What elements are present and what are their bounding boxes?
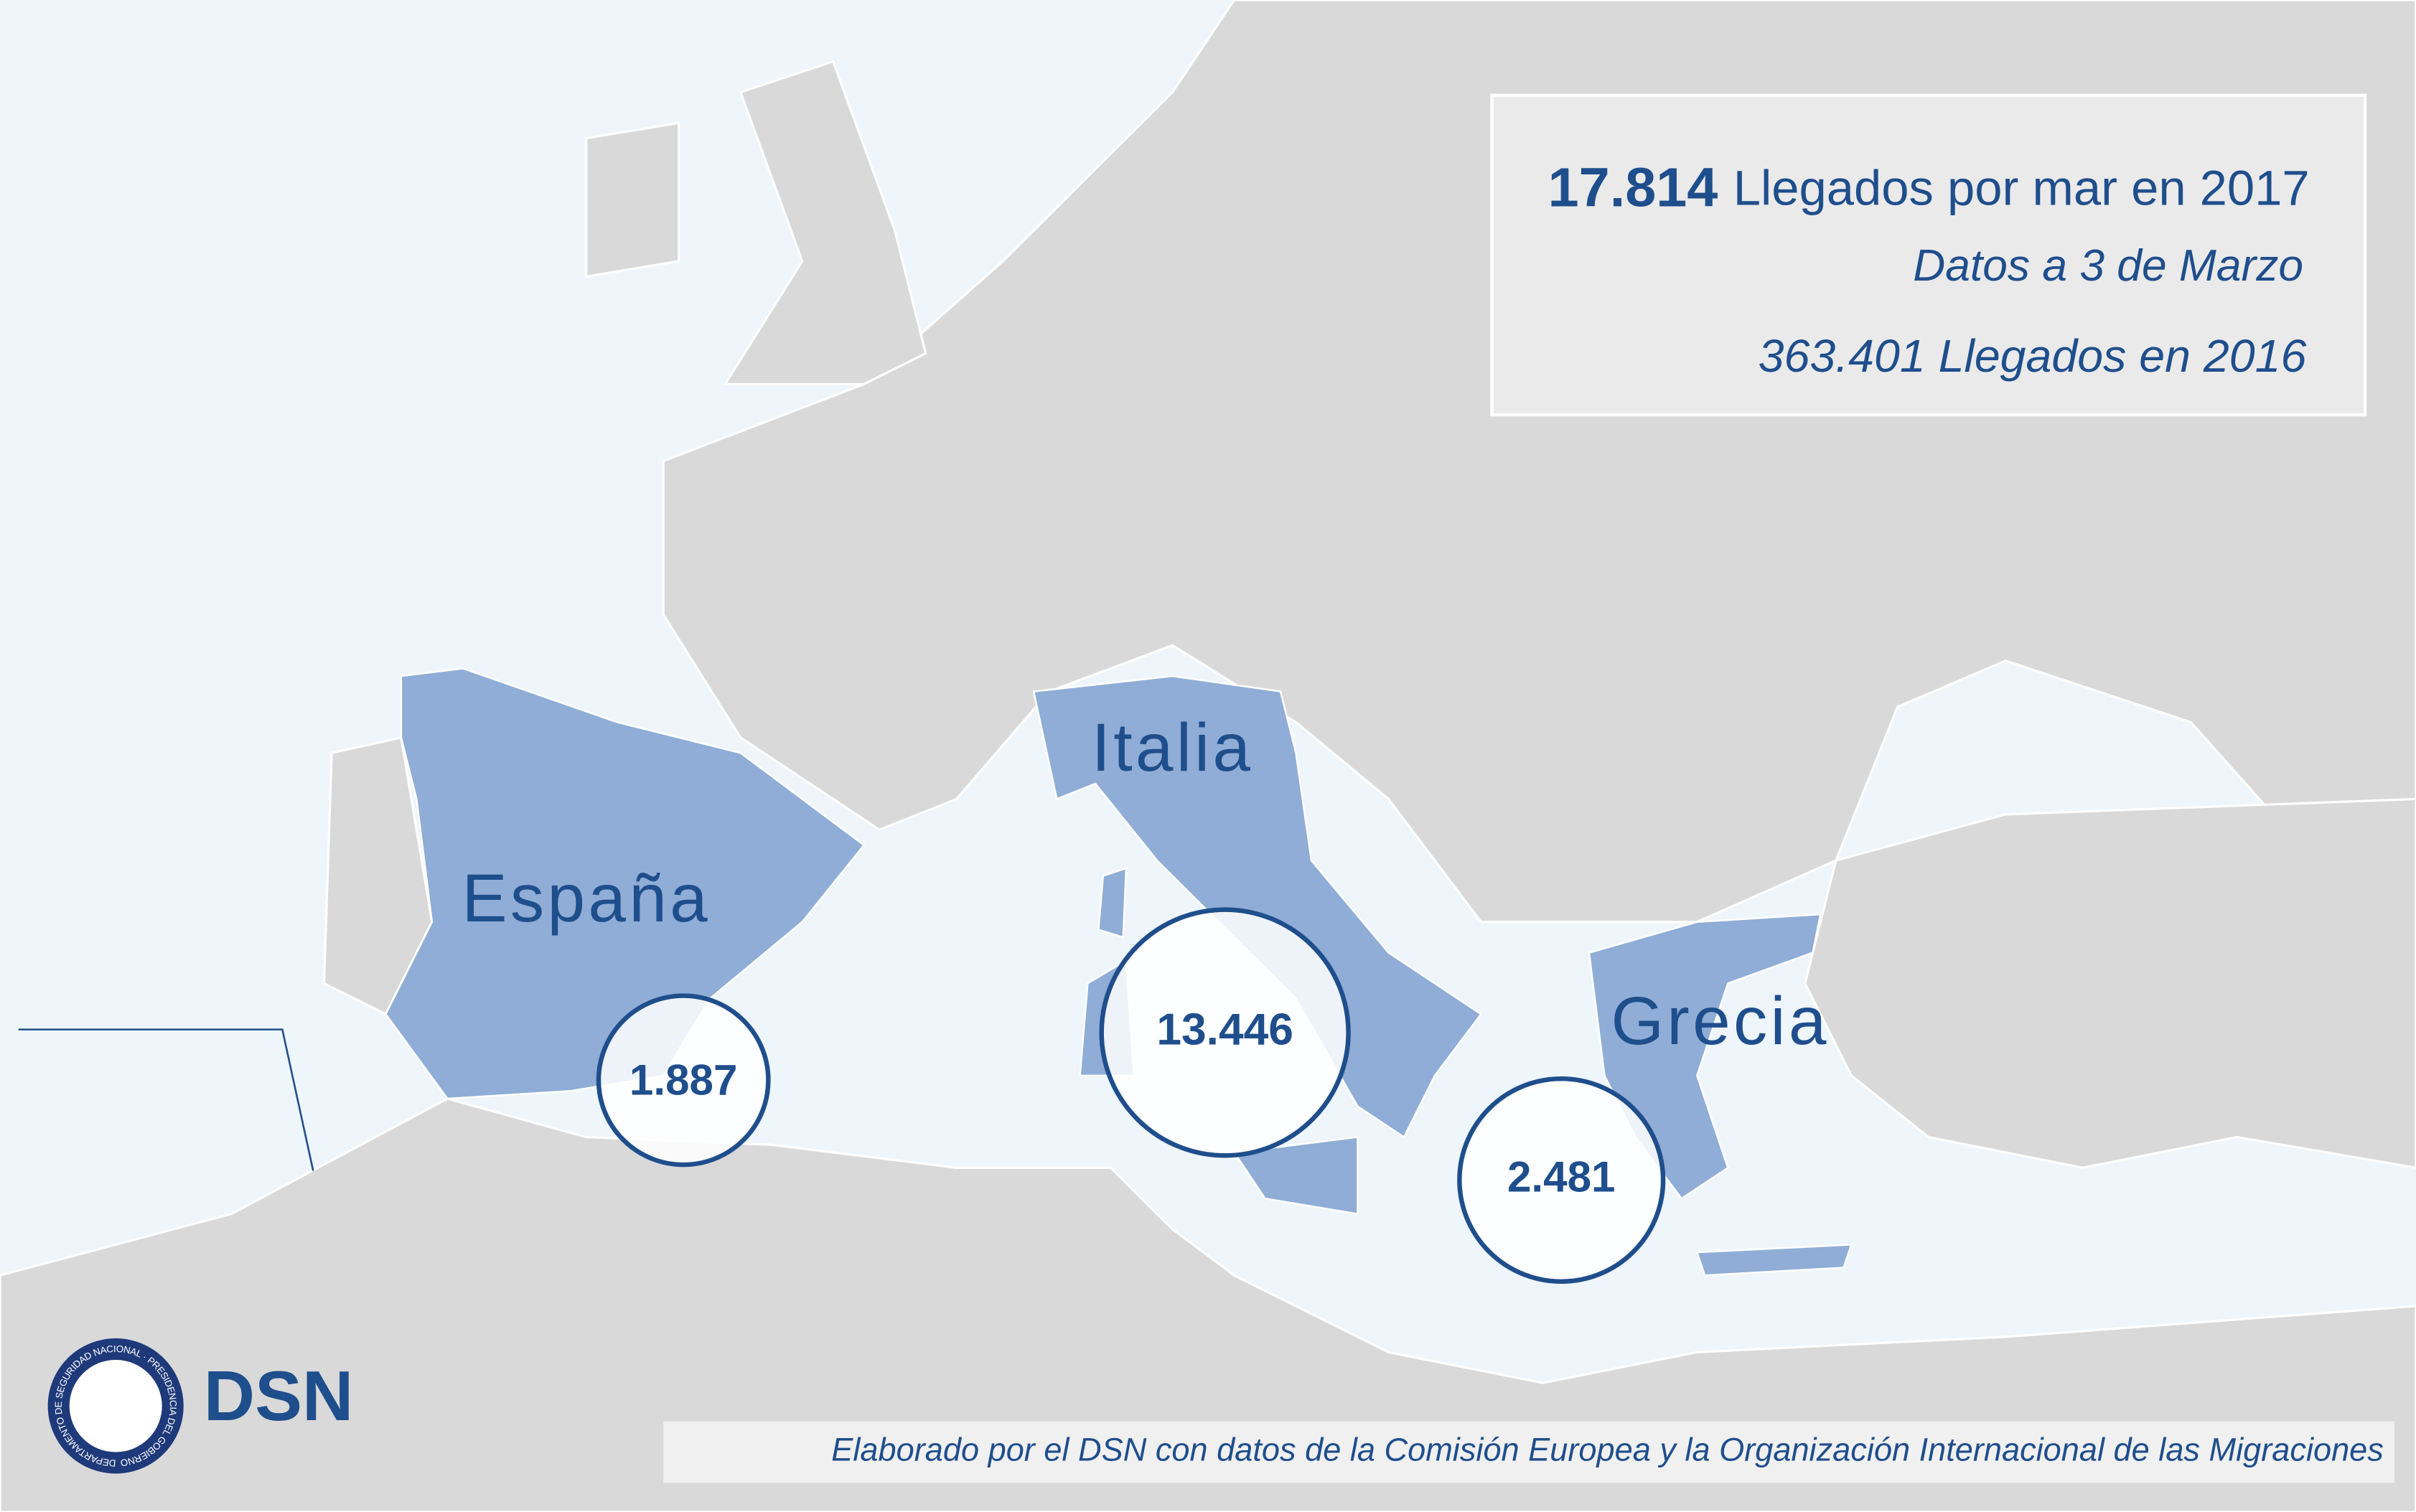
logo-text: DSN bbox=[204, 1356, 354, 1435]
arrivals-circle bbox=[596, 993, 771, 1168]
total-label: Llegados por mar en 2017 bbox=[1733, 161, 2310, 216]
sicily bbox=[1232, 1136, 1359, 1216]
logo-seal-inner bbox=[69, 1360, 162, 1452]
arrivals-circle bbox=[1457, 1076, 1666, 1285]
italy bbox=[1032, 675, 1483, 1139]
europe bbox=[662, 0, 2416, 954]
corsica bbox=[1097, 867, 1128, 939]
ireland bbox=[585, 121, 680, 278]
crete bbox=[1695, 1244, 1853, 1277]
total-value: 17.814 bbox=[1548, 157, 1718, 219]
arrivals-circle bbox=[1099, 907, 1351, 1158]
source-note: Elaborado por el DSN con datos de la Com… bbox=[831, 1431, 2384, 1468]
region-name: Italia bbox=[1092, 710, 1254, 786]
arrivals-label: 2.481 bbox=[1507, 1152, 1616, 1201]
source-box bbox=[663, 1421, 2394, 1483]
summary-box bbox=[1490, 93, 2367, 417]
canary-inset bbox=[18, 1028, 314, 1171]
previous-year: 363.401 Llegados en 2016 bbox=[1759, 330, 2307, 382]
arrivals-label: 13.446 bbox=[1156, 1005, 1293, 1054]
date-note: Datos a 3 de Marzo bbox=[1913, 241, 2303, 291]
summary-line: 17.814 Llegados por mar en 2017 bbox=[1548, 157, 2310, 219]
arrivals-label: 1.887 bbox=[629, 1056, 738, 1104]
uk bbox=[723, 60, 927, 385]
turkey bbox=[1804, 797, 2416, 1169]
region-name: Grecia bbox=[1611, 984, 1829, 1059]
africa bbox=[0, 1097, 2416, 1512]
region-name: España bbox=[462, 861, 711, 936]
